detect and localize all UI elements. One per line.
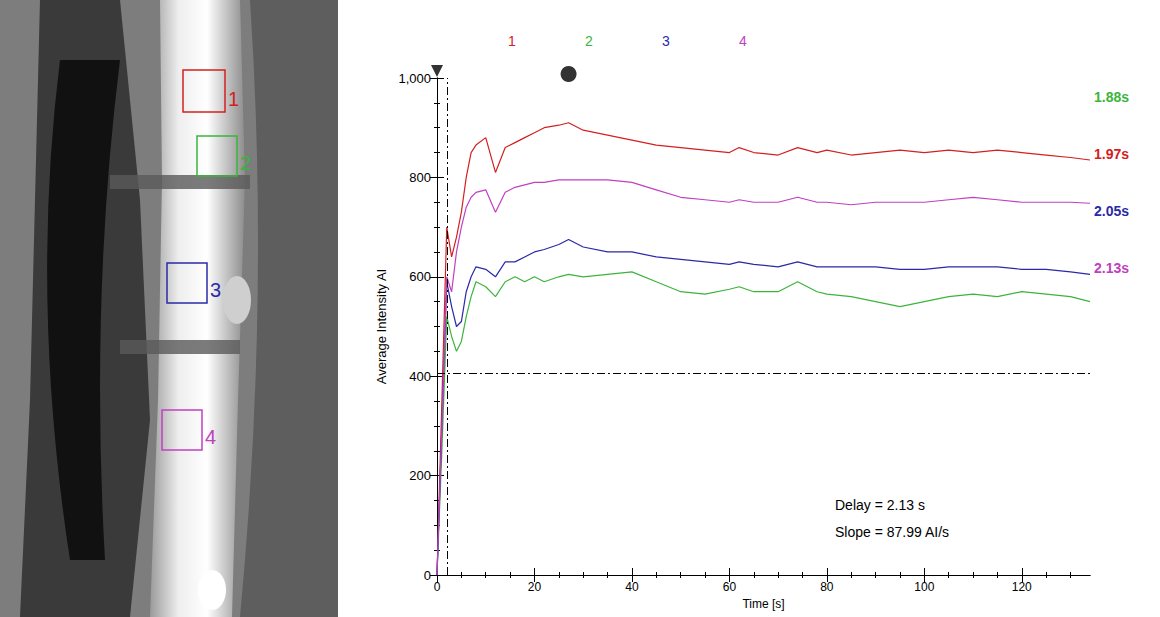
svg-text:0: 0	[424, 568, 431, 583]
svg-text:80: 80	[820, 580, 834, 594]
svg-text:3: 3	[662, 33, 670, 49]
svg-text:Time [s]: Time [s]	[742, 597, 784, 611]
svg-text:60: 60	[723, 580, 737, 594]
svg-text:Average Intensity AI: Average Intensity AI	[374, 269, 389, 384]
svg-text:2: 2	[240, 152, 251, 174]
svg-text:Slope = 87.99 AI/s: Slope = 87.99 AI/s	[835, 524, 949, 540]
svg-text:1.97s: 1.97s	[1094, 146, 1129, 162]
svg-text:1: 1	[228, 88, 239, 110]
svg-text:2: 2	[585, 33, 593, 49]
svg-text:0: 0	[434, 580, 441, 594]
svg-text:120: 120	[1012, 580, 1032, 594]
svg-text:4: 4	[205, 426, 216, 448]
svg-text:1,000: 1,000	[398, 71, 431, 86]
svg-text:1: 1	[508, 33, 516, 49]
svg-text:40: 40	[625, 580, 639, 594]
svg-text:Delay = 2.13 s: Delay = 2.13 s	[835, 497, 925, 513]
svg-text:200: 200	[409, 468, 431, 483]
svg-text:2.13s: 2.13s	[1094, 260, 1129, 276]
svg-text:800: 800	[409, 170, 431, 185]
svg-text:400: 400	[409, 369, 431, 384]
svg-text:2.05s: 2.05s	[1094, 203, 1129, 219]
svg-text:4: 4	[739, 33, 747, 49]
svg-text:20: 20	[528, 580, 542, 594]
svg-text:1.88s: 1.88s	[1094, 89, 1129, 105]
svg-text:100: 100	[914, 580, 934, 594]
svg-text:600: 600	[409, 269, 431, 284]
svg-text:3: 3	[210, 279, 221, 301]
